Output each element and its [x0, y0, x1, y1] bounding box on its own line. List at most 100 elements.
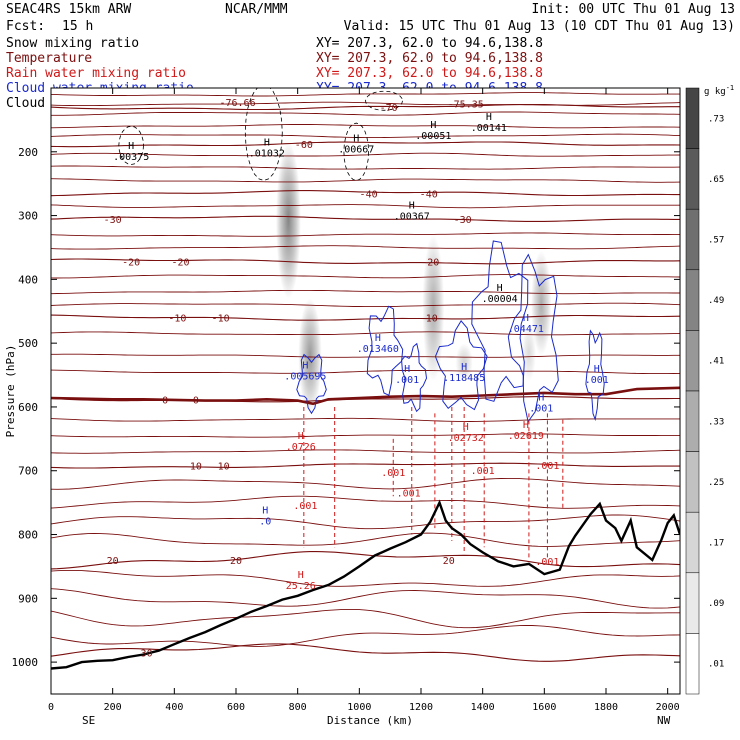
isotherm-line: [51, 369, 680, 375]
colorbar-segment: [685, 390, 700, 452]
extremum-marker: H: [538, 393, 544, 404]
field-name: Temperature: [6, 51, 92, 66]
snow-column: [422, 234, 445, 382]
y-tick-label: 600: [18, 401, 38, 414]
cloud-water-contour: [471, 240, 529, 402]
extremum-marker: H: [497, 283, 503, 294]
isotherm-line: [51, 302, 680, 308]
isotherm-label: -60: [295, 140, 313, 151]
extremum-value: .00141: [471, 123, 507, 134]
isotherm-line: [51, 588, 680, 609]
colorbar-segment: [685, 208, 700, 271]
isotherm-line: [51, 274, 680, 279]
field-xy: XY= 207.3, 62.0 to 94.6,138.8: [316, 66, 543, 81]
extremum-marker: H: [409, 201, 415, 212]
isotherm-line: [51, 204, 680, 209]
isotherm-label: -20: [171, 258, 189, 269]
terrain-layer: [51, 499, 680, 670]
y-tick-label: 400: [18, 273, 38, 286]
extremum-marker: H: [298, 570, 304, 581]
temperature-extreme-label: -76.66: [219, 98, 255, 109]
extremum-marker: H: [594, 364, 600, 375]
extremum-value: .00051: [415, 131, 451, 142]
valid-time: Valid: 15 UTC Thu 01 Aug 13 (10 CDT Thu …: [344, 19, 735, 34]
extremum-value: .013460: [357, 344, 399, 355]
extremum-value: .005695: [284, 372, 326, 383]
field-xy: XY= 207.3, 62.0 to 94.6,138.8: [316, 51, 543, 66]
isotherm-labeled: [51, 462, 680, 469]
cloud-water-contour: [401, 342, 428, 413]
extremum-value: .00375: [113, 152, 149, 163]
cloud-water-contour: [507, 253, 559, 423]
isotherm-line: [51, 289, 680, 295]
colorbar-segment: [685, 330, 700, 392]
snow-column: [275, 142, 301, 299]
isotherm-labeled: [51, 551, 680, 570]
colorbar-tick-label: .73: [708, 114, 724, 124]
isotherm-label: 20: [443, 556, 455, 567]
isotherm-line: [51, 625, 680, 647]
forecast-label: Fcst:: [6, 19, 45, 34]
cloud-ice-contour: [343, 122, 370, 181]
isotherm-label: 30: [141, 649, 153, 660]
isotherm-line: [51, 92, 680, 97]
isotherm-label: -40: [420, 189, 438, 200]
init-time: Init: 00 UTC Thu 01 Aug 13: [532, 2, 736, 17]
isotherm-label: 20: [230, 556, 242, 567]
colorbar-tick-label: .57: [708, 236, 724, 246]
x-tick-label: 1400: [471, 702, 495, 713]
isotherm-label: -30: [104, 215, 122, 226]
colorbar-tick-label: .41: [708, 357, 724, 367]
y-tick-label: 200: [18, 146, 38, 159]
colorbar-tick-label: .65: [708, 175, 724, 185]
cloud-ice-contour: [365, 90, 403, 111]
plot-background: [51, 88, 680, 694]
cloud-water-contour: [296, 353, 327, 415]
isotherm-line: [51, 133, 680, 139]
x-axis-label: Distance (km): [327, 714, 413, 727]
extremum-value: .0: [259, 516, 271, 527]
y-tick-label: 1000: [12, 656, 39, 669]
isotherm-line: [51, 178, 680, 183]
colorbar-tick-label: .49: [708, 296, 724, 306]
extremum-marker: H: [463, 422, 469, 433]
isotherm-label: 10: [218, 462, 230, 473]
isotherm-label: 20: [107, 556, 119, 567]
field-name: Rain water mixing ratio: [6, 66, 186, 81]
extremum-value: .001: [395, 375, 419, 386]
isotherm-line: [51, 245, 680, 250]
extremum-value: .02732: [448, 433, 484, 444]
extremum-marker: H: [353, 134, 359, 145]
isotherm-label: -20: [122, 258, 140, 269]
extremum-marker: H: [264, 137, 270, 148]
snow-column: [298, 298, 322, 414]
colorbar-segment: [685, 633, 700, 695]
colorbar-segment: [685, 148, 700, 210]
isotherm-label: -40: [360, 189, 378, 200]
cloud-water-contour: [366, 305, 404, 397]
colorbar-tick-label: .33: [708, 417, 724, 427]
extremum-marker: H: [523, 313, 529, 324]
cloud-water-contour: [434, 320, 488, 411]
x-tick-label: 800: [289, 702, 307, 713]
terrain-line: [51, 499, 680, 670]
isotherm-label: -70: [380, 103, 398, 114]
colorbar-tick-label: .01: [708, 660, 724, 670]
rain-contour-layer: [303, 406, 564, 561]
x-tick-label: 200: [104, 702, 122, 713]
isotherm-labeled: [51, 190, 680, 197]
extremum-marker: H: [128, 141, 134, 152]
extremum-value: .00367: [394, 212, 430, 223]
extremum-marker: H: [461, 362, 467, 373]
x-tick-label: 1600: [532, 702, 556, 713]
field-name: Snow mixing ratio: [6, 36, 139, 51]
x-tick-label: 1200: [409, 702, 433, 713]
x-tick-label: 600: [227, 702, 245, 713]
isotherm-label: -10: [212, 314, 230, 325]
extremum-value: 25.26: [286, 581, 316, 592]
y-tick-label: 500: [18, 337, 38, 350]
colorbar-tick-label: .25: [708, 478, 724, 488]
extremum-marker: H: [486, 112, 492, 123]
model-title: SEAC4RS 15km ARW: [6, 2, 131, 17]
